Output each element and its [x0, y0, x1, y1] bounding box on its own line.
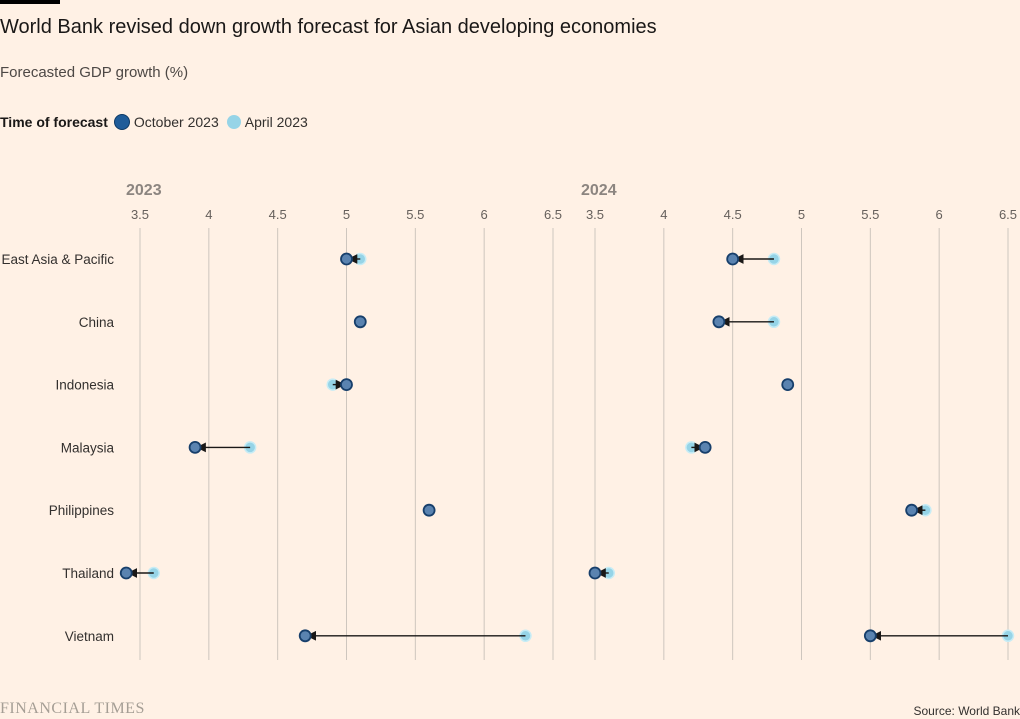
dot-october	[188, 440, 202, 454]
grid-layer	[139, 228, 1009, 660]
dot-october	[588, 566, 602, 580]
axis-layer: 2023 3.5 4 4.5 5 5.5 6 6.5 2024 3.5 4 4.5 5 5.5 6 6.5	[126, 182, 1017, 222]
legend-label-april: April 2023	[244, 114, 308, 130]
category-label: Philippines	[49, 503, 115, 518]
x-tick-label: 5	[798, 207, 805, 222]
legend: Time of forecast October 2023 April 2023	[0, 114, 316, 130]
category-labels: East Asia & Pacific China Indonesia Malaysi…	[1, 252, 114, 644]
dot-october	[119, 566, 133, 580]
row-2024-6	[863, 629, 1015, 643]
source-note: Source: World Bank	[913, 704, 1020, 718]
x-tick-label: 5.5	[406, 207, 424, 222]
x-tick-label: 6.5	[544, 207, 562, 222]
chart-title: World Bank revised down growth forecast …	[0, 16, 657, 38]
legend-item-april: April 2023	[226, 114, 308, 130]
legend-swatch-october	[113, 114, 130, 130]
legend-item-october: October 2023	[113, 114, 219, 130]
legend-title: Time of forecast	[0, 114, 108, 130]
row-2024-2	[781, 378, 795, 392]
row-2024-5	[588, 566, 616, 580]
x-tick-label: 4	[205, 207, 212, 222]
x-tick-label: 5.5	[861, 207, 879, 222]
row-2023-6	[298, 629, 532, 643]
row-2023-0	[340, 252, 367, 266]
dot-october	[698, 440, 712, 454]
category-label: Thailand	[62, 566, 114, 581]
x-tick-label: 4.5	[269, 207, 287, 222]
dot-october	[340, 252, 353, 266]
row-2024-3	[685, 440, 712, 454]
row-2024-1	[712, 315, 781, 329]
category-label: Vietnam	[65, 629, 114, 644]
panel-title-2024: 2024	[581, 182, 617, 199]
category-label: East Asia & Pacific	[1, 252, 114, 267]
x-tick-label: 6.5	[999, 207, 1017, 222]
row-2023-5	[119, 566, 161, 580]
legend-swatch-april	[226, 115, 241, 129]
x-tick-label: 3.5	[131, 207, 149, 222]
panel-title-2023: 2023	[126, 182, 162, 199]
dot-october	[905, 503, 919, 517]
row-2023-1	[353, 315, 367, 329]
data-marks	[119, 252, 1015, 643]
x-tick-label: 3.5	[586, 207, 604, 222]
row-2023-2	[326, 378, 353, 392]
row-2024-4	[905, 503, 932, 517]
x-tick-label: 6	[936, 207, 943, 222]
row-2024-0	[726, 252, 781, 266]
row-2023-3	[188, 440, 257, 454]
x-tick-label: 6	[481, 207, 488, 222]
category-label: Malaysia	[61, 440, 115, 455]
row-2023-4	[422, 503, 436, 517]
x-tick-label: 4	[660, 207, 667, 222]
x-tick-label: 4.5	[724, 207, 742, 222]
dot-october	[298, 629, 312, 643]
chart-subtitle: Forecasted GDP growth (%)	[0, 64, 189, 81]
dot-october	[863, 629, 877, 643]
category-label: China	[79, 315, 115, 330]
category-label: Indonesia	[55, 378, 114, 393]
legend-label-october: October 2023	[133, 114, 219, 130]
x-tick-label: 5	[343, 207, 350, 222]
ft-logo: FINANCIAL TIMES	[0, 700, 145, 717]
dot-october	[712, 315, 726, 329]
dot-october	[353, 315, 367, 329]
dot-october	[781, 378, 795, 392]
ft-top-bar	[0, 0, 60, 4]
dot-october	[340, 378, 353, 392]
dot-october	[422, 503, 436, 517]
dot-october	[726, 252, 740, 266]
